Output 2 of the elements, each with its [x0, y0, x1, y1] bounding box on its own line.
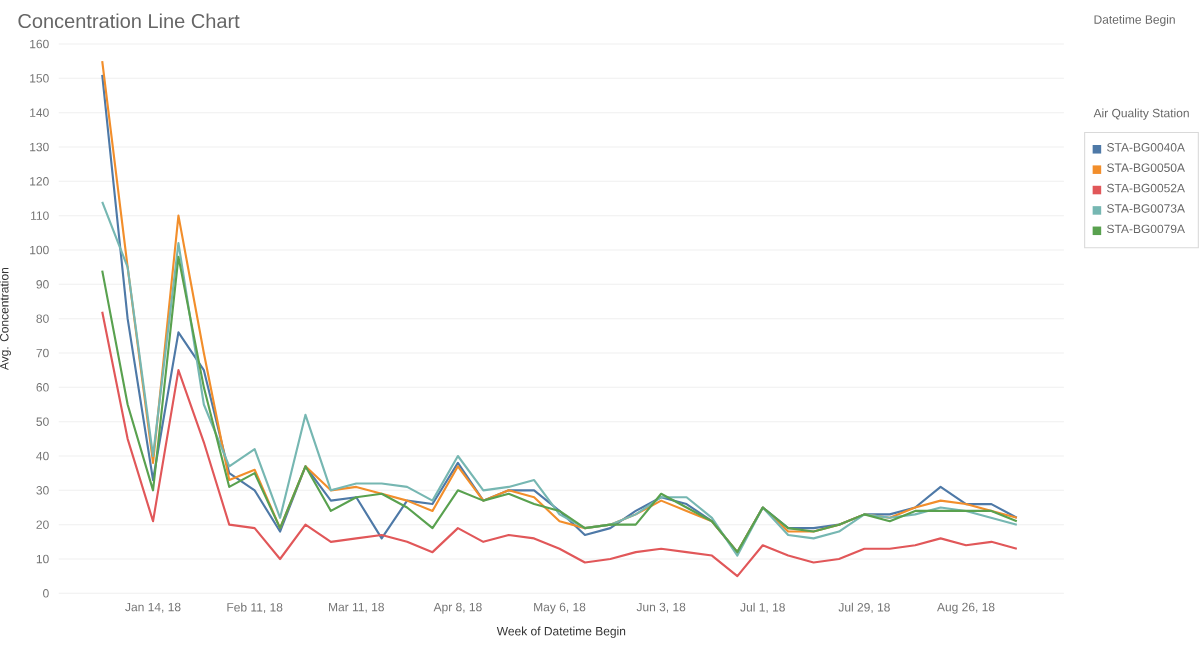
chart-title: Concentration Line Chart	[18, 13, 240, 29]
line-series	[101, 310, 1018, 578]
